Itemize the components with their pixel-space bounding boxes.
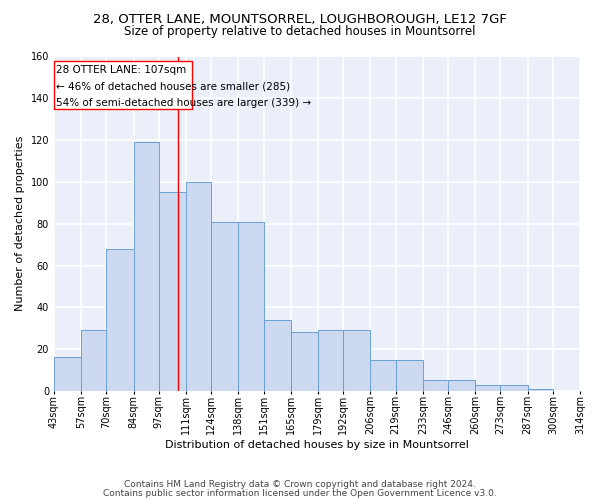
- FancyBboxPatch shape: [54, 60, 192, 109]
- Bar: [238, 222, 263, 391]
- Bar: [527, 389, 553, 391]
- Bar: [186, 182, 211, 391]
- Text: ← 46% of detached houses are smaller (285): ← 46% of detached houses are smaller (28…: [56, 82, 290, 92]
- Bar: [291, 332, 318, 391]
- Bar: [159, 192, 186, 391]
- Bar: [318, 330, 343, 391]
- Bar: [500, 384, 527, 391]
- Bar: [263, 320, 291, 391]
- Text: Size of property relative to detached houses in Mountsorrel: Size of property relative to detached ho…: [124, 25, 476, 38]
- X-axis label: Distribution of detached houses by size in Mountsorrel: Distribution of detached houses by size …: [165, 440, 469, 450]
- Text: 54% of semi-detached houses are larger (339) →: 54% of semi-detached houses are larger (…: [56, 98, 311, 108]
- Bar: [423, 380, 448, 391]
- Bar: [106, 249, 134, 391]
- Bar: [343, 330, 370, 391]
- Text: 28 OTTER LANE: 107sqm: 28 OTTER LANE: 107sqm: [56, 65, 186, 75]
- Text: Contains public sector information licensed under the Open Government Licence v3: Contains public sector information licen…: [103, 488, 497, 498]
- Bar: [134, 142, 159, 391]
- Bar: [211, 222, 238, 391]
- Text: Contains HM Land Registry data © Crown copyright and database right 2024.: Contains HM Land Registry data © Crown c…: [124, 480, 476, 489]
- Bar: [370, 360, 395, 391]
- Bar: [395, 360, 423, 391]
- Bar: [448, 380, 475, 391]
- Bar: [475, 384, 500, 391]
- Y-axis label: Number of detached properties: Number of detached properties: [15, 136, 25, 312]
- Bar: [81, 330, 106, 391]
- Text: 28, OTTER LANE, MOUNTSORREL, LOUGHBOROUGH, LE12 7GF: 28, OTTER LANE, MOUNTSORREL, LOUGHBOROUG…: [93, 12, 507, 26]
- Bar: [54, 358, 81, 391]
